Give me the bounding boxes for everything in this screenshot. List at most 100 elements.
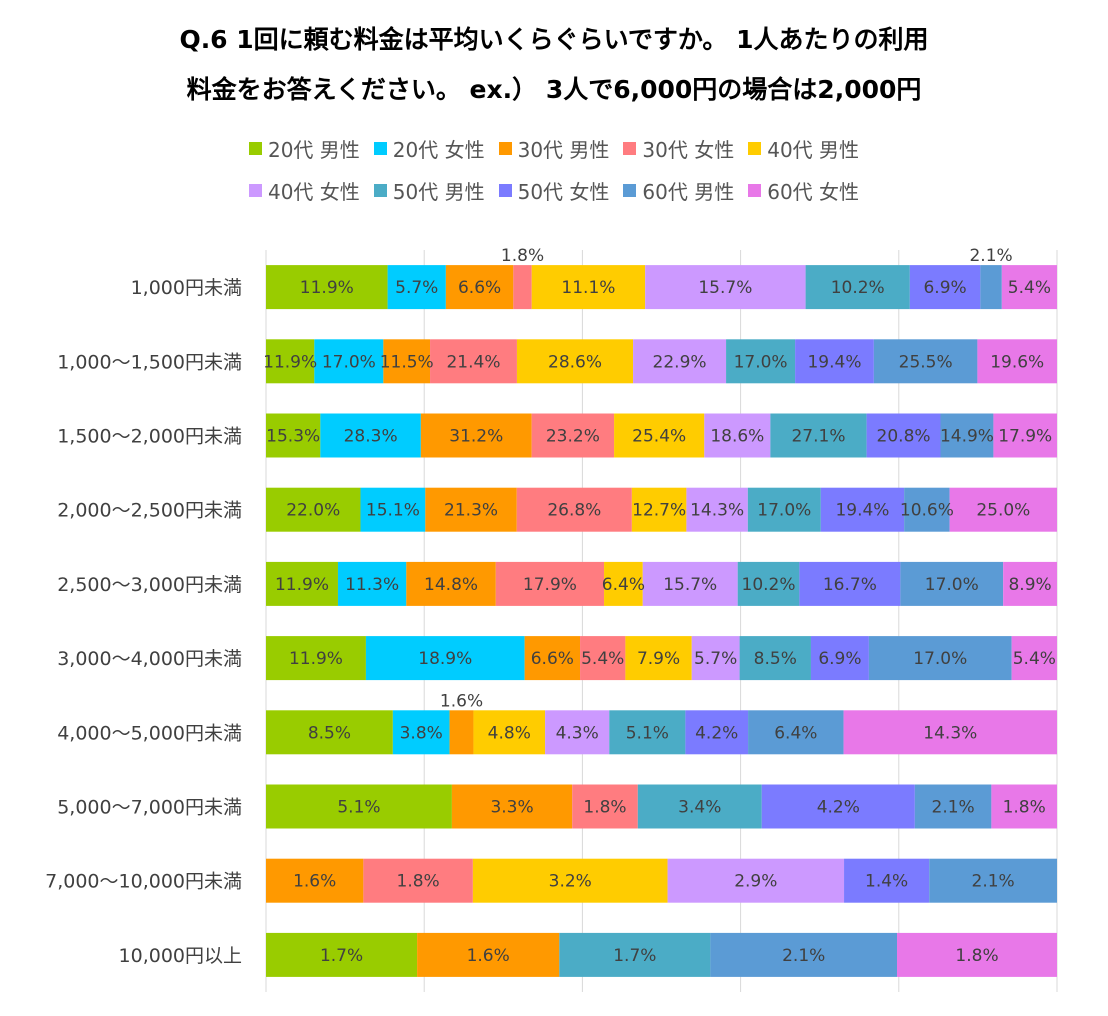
bar-segment [1001, 265, 1057, 310]
bar-segment [667, 858, 845, 903]
data-label: 25.5% [899, 352, 953, 372]
legend-label: 30代 女性 [642, 138, 735, 162]
category-label: 5,000〜7,000円未満 [57, 797, 242, 819]
data-label: 6.6% [458, 278, 501, 298]
data-label: 2.1% [969, 246, 1012, 266]
bar-segment [545, 710, 610, 755]
bar-segment [266, 487, 361, 532]
bar-segment [360, 487, 426, 532]
bar-segment [633, 339, 727, 384]
data-label: 4.2% [817, 798, 860, 818]
bar-segment [949, 487, 1057, 532]
data-label: 11.9% [275, 575, 329, 595]
bar-segment [726, 339, 796, 384]
data-label: 25.4% [632, 427, 686, 447]
legend-swatch [248, 142, 262, 155]
legend-item: 50代 男性 [373, 176, 485, 205]
data-label: 20.8% [877, 427, 931, 447]
category-label: 1,000円未満 [131, 277, 242, 299]
data-label: 5.7% [395, 278, 438, 298]
data-label: 14.9% [940, 427, 994, 447]
bar-segment [993, 413, 1057, 458]
data-label: 28.3% [344, 427, 398, 447]
bar-segment [991, 784, 1057, 829]
chart-title-line-1: Q.6 1回に頼む料金は平均いくらぐらいですか。 1人あたりの利用 [179, 25, 929, 54]
category-label: 1,500〜2,000円未満 [57, 426, 242, 448]
bar-segment [909, 265, 981, 310]
category-label: 4,000〜5,000円未満 [57, 722, 242, 744]
bar-segment [645, 265, 806, 310]
data-label: 17.0% [913, 649, 967, 669]
bar-segment [449, 710, 474, 755]
data-label: 3.3% [490, 798, 533, 818]
data-label: 17.9% [523, 575, 577, 595]
bar-segment [266, 413, 321, 458]
chart-title-line-2: 料金をお答えください。 ex.） 3人で6,000円の場合は2,000円 [186, 75, 922, 104]
bar-segment [799, 561, 901, 606]
bar-segment [843, 710, 1057, 755]
data-label: 17.0% [322, 352, 376, 372]
bar-segment [631, 487, 687, 532]
data-label: 11.9% [289, 649, 343, 669]
data-label: 4.3% [556, 723, 599, 743]
data-label: 3.2% [549, 872, 592, 892]
bar-segment [406, 561, 496, 606]
data-label: 27.1% [791, 427, 845, 447]
data-label: 14.8% [424, 575, 478, 595]
data-label: 5.1% [626, 723, 669, 743]
bar-segment [761, 784, 915, 829]
bar-segment [445, 265, 514, 310]
legend-swatch [373, 142, 387, 155]
data-label: 8.9% [1008, 575, 1051, 595]
bar-segment [266, 636, 366, 681]
bar-segment [266, 561, 338, 606]
data-label: 1.8% [397, 872, 440, 892]
data-label: 1.8% [501, 246, 544, 266]
legend-label: 20代 女性 [392, 138, 485, 162]
data-label: 5.7% [694, 649, 737, 669]
data-label: 22.0% [286, 501, 340, 521]
bar-segment [844, 858, 930, 903]
bar-segment [929, 858, 1057, 903]
legend-swatch [623, 142, 637, 155]
bar-segment [266, 339, 315, 384]
bar-segment [625, 636, 692, 681]
data-label: 8.5% [308, 723, 351, 743]
legend-swatch [748, 142, 762, 155]
bar-segment [609, 710, 686, 755]
legend-item: 30代 女性 [623, 134, 734, 163]
data-label: 11.3% [345, 575, 399, 595]
bar-segment [266, 265, 388, 310]
data-label: 6.4% [774, 723, 817, 743]
legend-item: 30代 男性 [498, 134, 609, 163]
data-label: 11.9% [300, 278, 354, 298]
legend-row-2: 40代 女性 50代 男性 50代 女性 60代 男性 60代 女性 [0, 176, 1108, 205]
bar-segment [365, 636, 525, 681]
bar-segment [810, 636, 869, 681]
category-label: 1,000〜1,500円未満 [57, 351, 242, 373]
legend-item: 50代 女性 [498, 176, 609, 205]
data-label: 19.6% [990, 352, 1044, 372]
legend-label: 40代 男性 [767, 138, 860, 162]
bar-segment [559, 932, 711, 977]
bar-segment [580, 636, 626, 681]
bar-segment [387, 265, 446, 310]
bar-segment [637, 784, 762, 829]
legend-item: 40代 女性 [248, 176, 360, 205]
data-label: 31.2% [449, 427, 503, 447]
bar-segment [747, 487, 821, 532]
data-label: 5.1% [337, 798, 380, 818]
bar-segment [748, 710, 844, 755]
category-label: 2,000〜2,500円未満 [57, 500, 242, 522]
data-label: 3.8% [400, 723, 443, 743]
data-label: 21.3% [444, 501, 498, 521]
legend-label: 50代 男性 [392, 180, 485, 204]
data-label: 1.6% [440, 691, 483, 711]
bar-segment [739, 636, 811, 681]
data-label: 15.1% [366, 501, 420, 521]
data-label: 2.1% [972, 872, 1015, 892]
bar-segment [614, 413, 705, 458]
data-label: 6.9% [818, 649, 861, 669]
legend-swatch [748, 184, 762, 197]
bar-segment [914, 784, 992, 829]
